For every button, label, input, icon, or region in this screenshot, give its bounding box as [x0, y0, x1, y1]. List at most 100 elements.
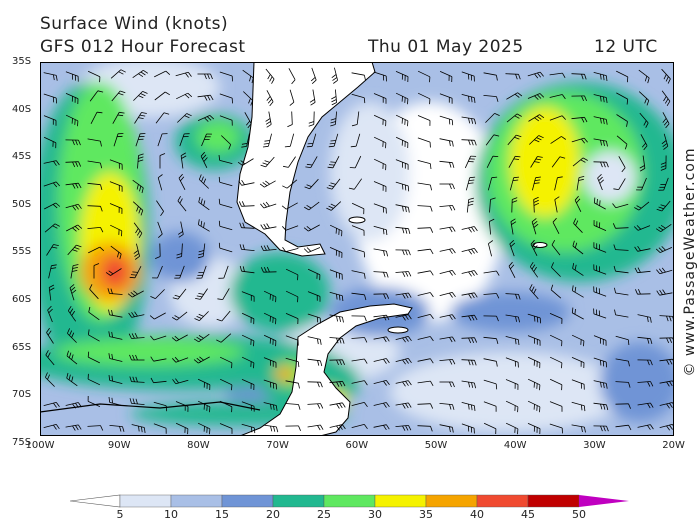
wind-barb [660, 155, 667, 171]
wind-barb [197, 422, 211, 435]
map-title: Surface Wind (knots) [40, 14, 229, 34]
wind-barb [174, 265, 185, 279]
wind-barb [439, 248, 456, 254]
wind-barb [506, 113, 522, 123]
wind-barb [417, 248, 434, 255]
wind-barb [132, 179, 144, 194]
wind-barb [532, 176, 541, 191]
wind-barb [439, 381, 455, 388]
wind-barb [108, 375, 123, 384]
wind-barb [485, 113, 500, 123]
wind-barb [284, 133, 295, 148]
wind-barb [195, 288, 208, 300]
wind-barb [88, 246, 105, 254]
colorbar-label-50: 50 [572, 508, 586, 521]
wind-barb [593, 380, 608, 389]
wind-barb [489, 197, 496, 213]
colorbar-segment [476, 494, 529, 508]
wind-barb [373, 380, 390, 386]
shelf-coast [40, 401, 261, 413]
colorbar-label-5: 5 [116, 508, 124, 521]
wind-barb [373, 358, 390, 364]
wind-barb [155, 112, 170, 124]
wind-barb [65, 424, 82, 431]
wind-barb [615, 381, 631, 388]
wind-barb [661, 133, 669, 150]
wind-barb [306, 133, 317, 148]
wind-barb [329, 224, 343, 237]
wind-barb [439, 115, 454, 126]
wind-barb [439, 270, 456, 276]
wind-barb [263, 290, 277, 303]
wind-barb [395, 114, 409, 127]
wind-barb [461, 116, 477, 125]
wind-barb [351, 247, 365, 258]
wind-barbs [43, 67, 674, 435]
colorbar-segment [527, 494, 580, 508]
wind-barb [90, 111, 103, 124]
wind-barb [395, 71, 409, 83]
wind-barb [45, 372, 55, 387]
falkland-islands [348, 216, 366, 224]
wind-barb [176, 92, 193, 100]
wind-barb [593, 116, 608, 125]
wind-barb [304, 178, 319, 190]
wind-barb [638, 69, 650, 84]
wind-barb [551, 240, 561, 256]
wind-barb [461, 359, 477, 366]
wind-barb [239, 265, 255, 274]
wind-barb [351, 402, 368, 408]
forecast-date: Thu 01 May 2025 [368, 37, 524, 57]
wind-barb [285, 290, 299, 303]
wind-barb [216, 333, 232, 343]
wind-barb [439, 292, 456, 298]
wind-barb [89, 90, 104, 102]
wind-barb [637, 424, 654, 430]
wind-barb [395, 425, 412, 431]
wind-barb [395, 271, 412, 277]
wind-barb [554, 176, 563, 191]
wind-barb [613, 178, 626, 190]
wind-barb [69, 284, 77, 301]
wind-barb [265, 68, 275, 84]
wind-barb [219, 71, 233, 82]
wind-barb [305, 156, 318, 168]
wind-barb [417, 182, 432, 191]
wind-barb [461, 337, 478, 344]
wind-barb [658, 177, 669, 191]
wind-barb [373, 402, 390, 408]
wind-barb [593, 94, 608, 103]
wind-barb [656, 289, 673, 296]
wind-barb [263, 312, 277, 325]
wind-barb [461, 270, 478, 277]
wind-speed-colorbar [70, 494, 629, 508]
wind-barb [238, 201, 255, 207]
wind-barb [395, 92, 409, 105]
wind-barb [260, 156, 275, 168]
wind-barb [615, 358, 630, 367]
wind-barb [505, 400, 519, 413]
wind-barb [530, 239, 538, 256]
wind-barb [198, 196, 210, 211]
wind-barb [197, 378, 211, 391]
wind-barb [351, 202, 365, 215]
wind-barb [637, 314, 652, 323]
wind-barb [487, 176, 498, 191]
wind-barb [373, 71, 387, 82]
wind-barb [329, 269, 343, 280]
wind-barb [171, 334, 188, 342]
wind-barb [593, 335, 607, 346]
wind-barb [327, 156, 340, 169]
wind-barb [219, 115, 233, 126]
wind-barb [509, 176, 520, 191]
wind-barb [461, 402, 476, 411]
wind-barb [263, 357, 277, 368]
wind-barb [194, 311, 209, 321]
wind-barb [263, 402, 278, 411]
wind-barb [395, 226, 411, 235]
wind-barb [549, 401, 563, 412]
wind-barb [483, 336, 499, 345]
wind-barb [177, 113, 192, 123]
wind-barb [93, 263, 100, 279]
wind-barb [439, 226, 456, 233]
